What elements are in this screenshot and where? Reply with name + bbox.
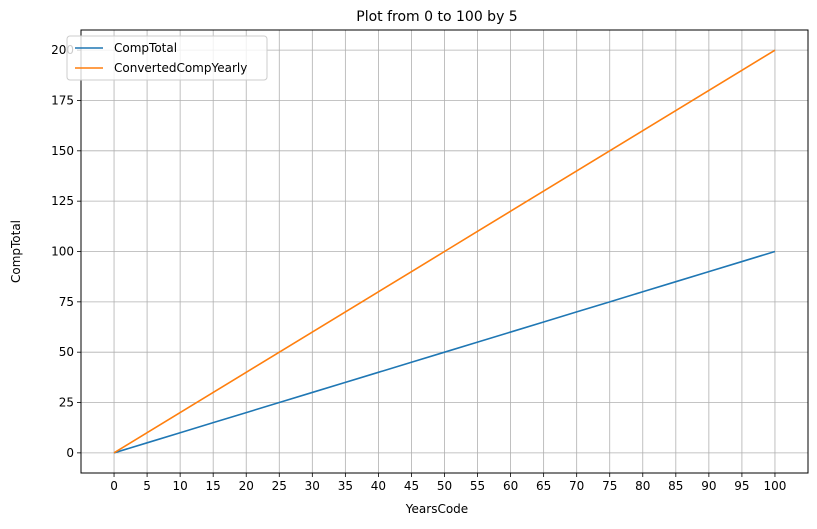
x-tick-label: 65	[536, 479, 551, 493]
y-tick-label: 125	[51, 194, 74, 208]
legend-label: CompTotal	[114, 41, 177, 55]
legend-label: ConvertedCompYearly	[114, 61, 247, 75]
chart-title: Plot from 0 to 100 by 5	[356, 9, 517, 25]
x-tick-label: 15	[206, 479, 221, 493]
x-tick-label: 25	[272, 479, 287, 493]
x-tick-label: 60	[503, 479, 518, 493]
y-tick-label: 75	[59, 295, 74, 309]
x-tick-label: 45	[404, 479, 419, 493]
x-tick-label: 30	[305, 479, 320, 493]
y-tick-label: 100	[51, 245, 74, 259]
y-axis-label: CompTotal	[9, 220, 23, 283]
y-tick-label: 150	[51, 144, 74, 158]
y-tick-label: 50	[59, 345, 74, 359]
x-tick-label: 55	[470, 479, 485, 493]
x-tick-label: 0	[110, 479, 118, 493]
x-axis-label: YearsCode	[405, 502, 468, 516]
series-line-1	[113, 250, 776, 454]
series-line-2	[113, 49, 776, 454]
grid-lines	[81, 30, 808, 473]
x-tick-label: 95	[734, 479, 749, 493]
x-tick-label: 5	[143, 479, 151, 493]
x-tick-label: 80	[635, 479, 650, 493]
legend: CompTotal ConvertedCompYearly	[66, 35, 268, 81]
x-tick-label: 10	[172, 479, 187, 493]
y-tick-label: 175	[51, 93, 74, 107]
x-tick-label: 90	[701, 479, 716, 493]
x-tick-label: 40	[371, 479, 386, 493]
y-tick-label: 0	[66, 446, 74, 460]
x-tick-label: 35	[338, 479, 353, 493]
x-tick-label: 100	[764, 479, 787, 493]
x-tick-label: 85	[668, 479, 683, 493]
x-tick-label: 75	[602, 479, 617, 493]
y-tick-label: 25	[59, 396, 74, 410]
series-lines	[113, 49, 776, 454]
x-tick-label: 20	[239, 479, 254, 493]
x-tick-label: 70	[569, 479, 584, 493]
x-axis-ticks: 0 5 10 15 20 25 30 35 40 45 50 55 60 65 70 75 80 85 90 95 10…	[110, 473, 786, 493]
x-tick-label: 50	[437, 479, 452, 493]
legend-box	[66, 35, 268, 81]
